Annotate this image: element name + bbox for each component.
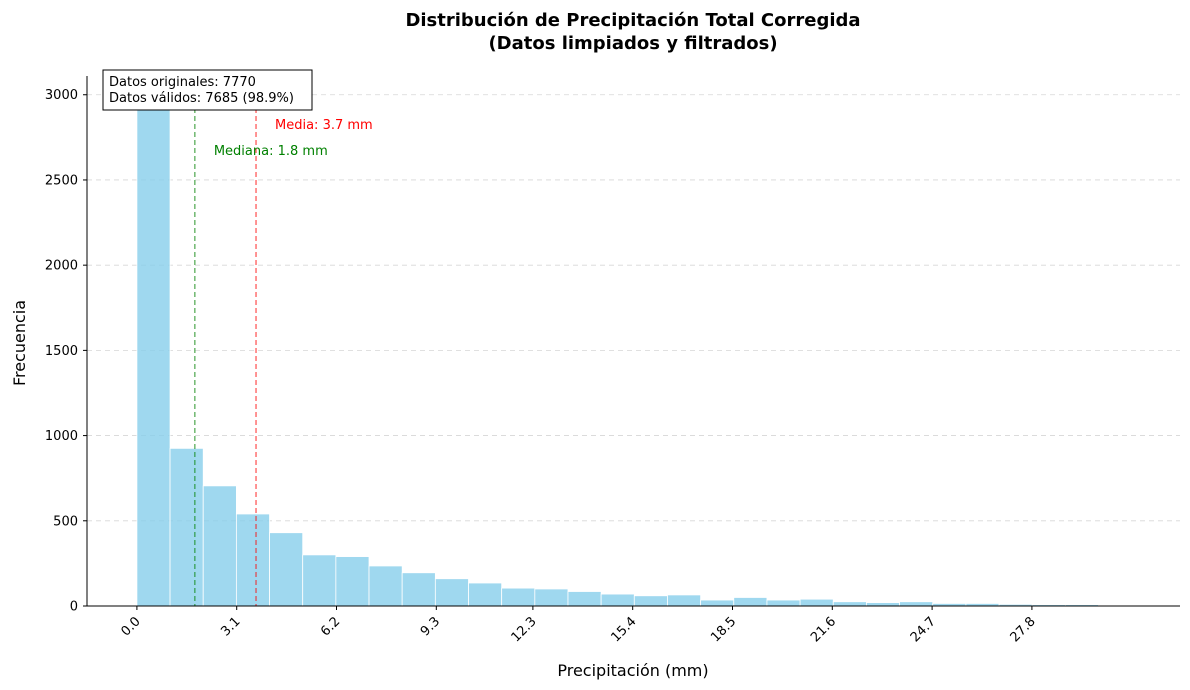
histogram-bar-1	[169, 447, 204, 607]
histogram-bars	[136, 102, 1133, 607]
histogram-bar-21	[832, 601, 867, 607]
histogram-bar-6	[335, 556, 370, 607]
info-box-line-valid: Datos válidos: 7685 (98.9%)	[109, 91, 294, 106]
histogram-bar-20	[799, 598, 834, 607]
x-tick-label-2: 6.2	[318, 614, 343, 639]
y-tick-label-2: 1000	[45, 429, 78, 444]
histogram-bar-22	[866, 602, 900, 607]
histogram-bar-18	[733, 597, 768, 607]
histogram-bar-0	[136, 102, 171, 607]
x-tick-label-5: 15.4	[608, 614, 639, 645]
histogram-bar-3	[235, 513, 270, 607]
histogram-bar-17	[700, 599, 735, 607]
y-tick-label-5: 2500	[45, 173, 78, 188]
x-tick-label-1: 3.1	[218, 614, 243, 639]
histogram-bar-11	[501, 587, 536, 607]
histogram-bar-10	[468, 582, 503, 607]
histogram-bar-14	[600, 593, 635, 607]
info-box: Datos originales: 7770 Datos válidos: 76…	[102, 69, 313, 111]
histogram-bar-12	[534, 588, 569, 607]
chart-title-line-1: Distribución de Precipitación Total Corr…	[405, 10, 860, 31]
histogram-bar-8	[401, 572, 436, 607]
median-label: Mediana: 1.8 mm	[214, 144, 328, 159]
x-tick-label-4: 12.3	[509, 614, 540, 645]
x-tick-label-0: 0.0	[118, 614, 143, 639]
y-tick-label-3: 1500	[45, 344, 78, 359]
histogram-bar-19	[766, 599, 801, 607]
y-tick-label-0: 0	[70, 600, 78, 615]
histogram-bar-23	[899, 601, 934, 607]
y-tick-label-4: 2000	[45, 259, 78, 274]
histogram-bar-7	[368, 565, 403, 607]
y-tick-label-1: 500	[53, 514, 78, 529]
x-tick-label-6: 18.5	[708, 614, 739, 645]
reference-lines: Media: 3.7 mm Mediana: 1.8 mm	[194, 76, 373, 606]
x-tick-label-8: 24.7	[908, 614, 939, 645]
histogram-bar-13	[567, 591, 602, 607]
histogram-bar-4	[269, 532, 304, 607]
histogram-bar-2	[202, 485, 237, 607]
axes	[86, 76, 1180, 607]
chart-title: Distribución de Precipitación Total Corr…	[405, 10, 860, 54]
x-tick-label-3: 9.3	[418, 614, 443, 639]
y-axis-label: Frecuencia	[10, 300, 29, 386]
x-axis-label: Precipitación (mm)	[557, 661, 708, 680]
info-box-line-original: Datos originales: 7770	[109, 75, 256, 90]
histogram-bar-15	[633, 595, 668, 607]
histogram-bar-5	[302, 554, 337, 607]
x-tick-label-7: 21.6	[808, 614, 839, 645]
chart-title-line-2: (Datos limpiados y filtrados)	[488, 33, 777, 54]
histogram-bar-9	[434, 578, 469, 607]
mean-label: Media: 3.7 mm	[275, 118, 373, 133]
x-tick-label-9: 27.8	[1008, 614, 1039, 645]
histogram-bar-16	[667, 594, 702, 607]
info-box-frame	[102, 69, 313, 111]
y-tick-label-6: 3000	[45, 88, 78, 103]
